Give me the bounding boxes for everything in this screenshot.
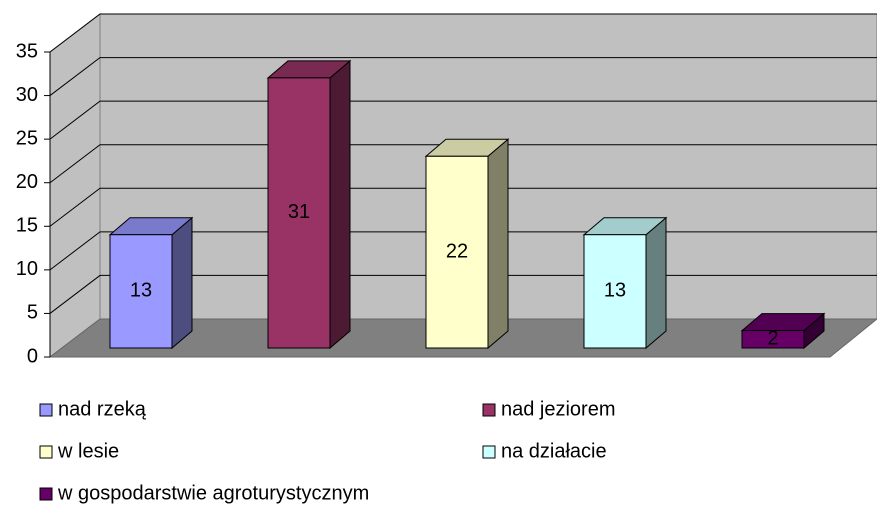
side-wall: [49, 12, 101, 359]
y-tick-label: 25: [16, 127, 38, 149]
legend-swatch: [482, 403, 496, 417]
legend-swatch: [39, 487, 53, 501]
bar: [583, 234, 647, 349]
legend-swatch: [39, 445, 53, 459]
y-tick-label: 10: [16, 258, 38, 280]
legend-label: w lesie: [57, 440, 119, 462]
data-label: 13: [130, 280, 152, 302]
bar: [741, 330, 805, 349]
grid-line: [49, 144, 877, 184]
bar: [425, 155, 489, 349]
grid-line: [49, 57, 877, 96]
data-label: 2: [767, 328, 778, 350]
bar-side: [487, 138, 509, 350]
grid-line: [49, 187, 877, 227]
bar: [109, 234, 173, 349]
data-label: 22: [446, 240, 468, 262]
legend-label: na działacie: [501, 440, 607, 462]
y-tick-label: 30: [16, 84, 38, 106]
y-tick-label: 0: [27, 345, 38, 367]
legend-swatch: [482, 445, 496, 459]
legend-label: nad jeziorem: [501, 398, 616, 420]
legend-swatch: [39, 403, 53, 417]
y-tick-label: 5: [27, 302, 38, 324]
y-tick-label: 15: [16, 215, 38, 237]
bar-side: [645, 216, 667, 350]
grid-line: [49, 13, 877, 53]
legend-label: w gospodarstwie agroturystycznym: [57, 482, 369, 504]
grid-line: [49, 100, 877, 140]
bar-side: [329, 59, 351, 350]
data-label: 31: [288, 201, 310, 223]
y-tick-label: 35: [16, 40, 38, 62]
bar-side: [171, 216, 193, 350]
legend-label: nad rzeką: [58, 398, 147, 420]
bar: [267, 77, 331, 349]
data-label: 13: [604, 280, 626, 302]
y-tick-label: 20: [16, 171, 38, 193]
